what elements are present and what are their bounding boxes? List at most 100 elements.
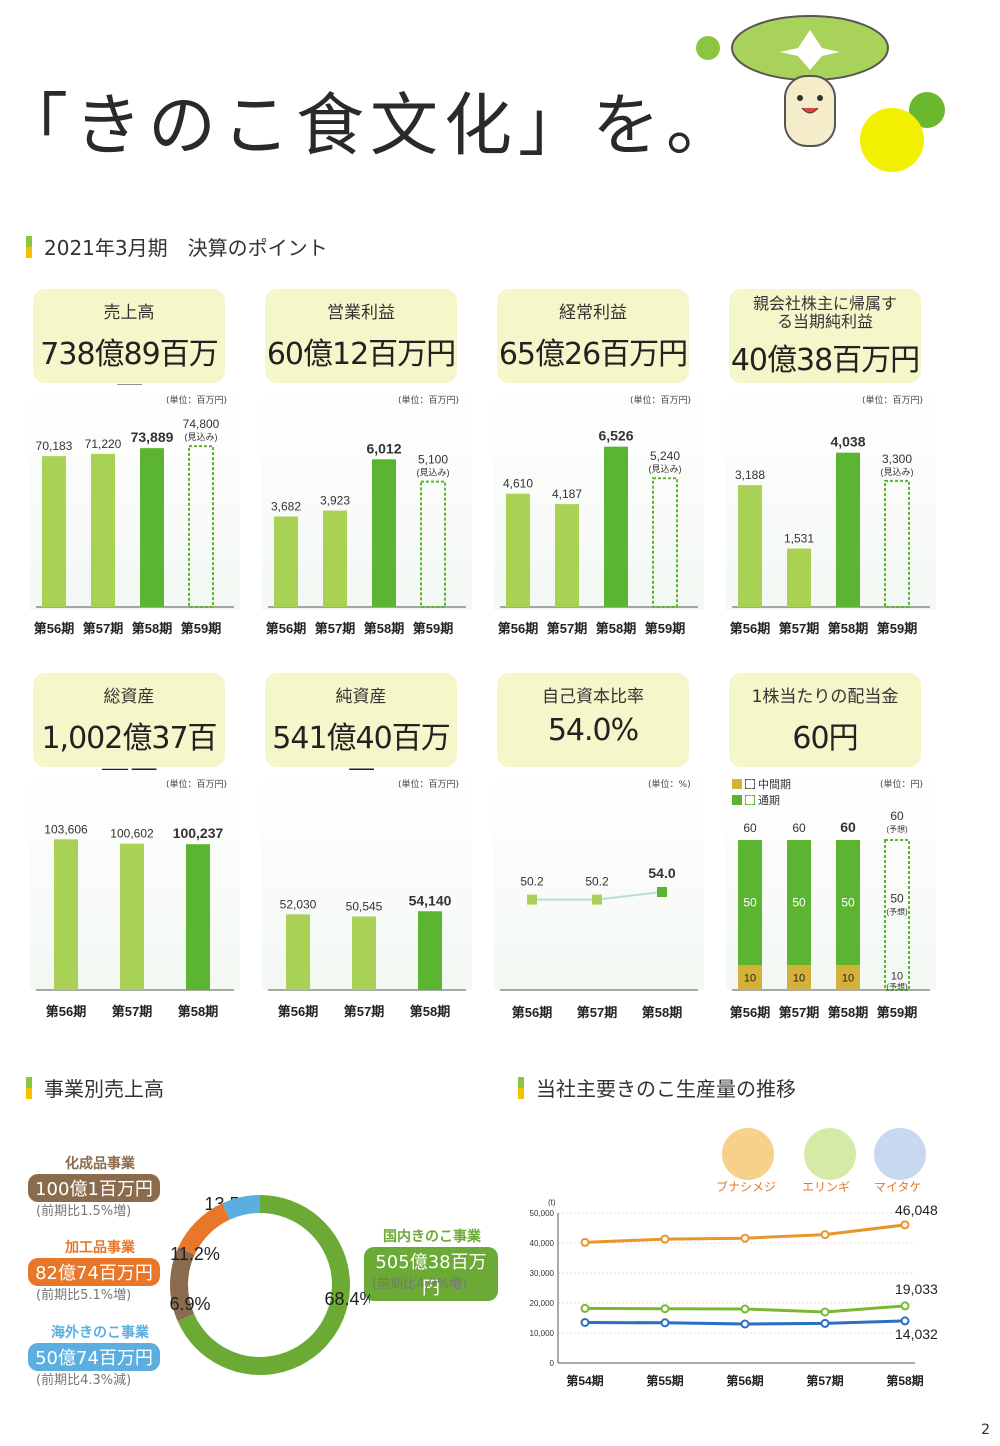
- data-label: 71,220: [85, 437, 122, 451]
- tick-label: 第57期: [547, 621, 587, 636]
- bar: [372, 459, 396, 607]
- chart-equity-ratio: 50.2 第56期 50.2 第57期 54.0 第58期: [500, 865, 698, 1020]
- slice-label: 6.9%: [169, 1294, 210, 1314]
- card-label: 売上高: [103, 303, 155, 323]
- end-label: 46,048: [895, 1202, 938, 1218]
- data-label: 103,606: [44, 822, 88, 836]
- slice: [222, 1195, 260, 1220]
- tick-label: 第57期: [112, 1004, 152, 1019]
- segment-amount: 100億1百万円: [28, 1174, 160, 1202]
- tick-label: 第59期: [877, 1005, 917, 1020]
- point: [660, 1318, 670, 1328]
- segment-label: 10: [842, 973, 854, 985]
- y-tick: 50,000: [530, 1209, 555, 1218]
- point: [900, 1220, 910, 1230]
- segment-label: 50: [890, 892, 904, 906]
- forecast-note: (見込み): [649, 464, 682, 474]
- slice-label: 68.4%: [324, 1289, 370, 1309]
- bar-segment: [738, 965, 762, 990]
- segment-label: 10: [744, 973, 756, 985]
- data-label: 74,800: [183, 417, 220, 431]
- data-label: 100,602: [110, 827, 154, 841]
- forecast-note: (予想): [886, 907, 908, 917]
- point: [592, 894, 602, 905]
- chart-total-assets: 103,606 第56期 100,602 第57期 100,237 第58期: [36, 822, 234, 1019]
- bar: [188, 445, 214, 609]
- point: [527, 894, 537, 905]
- tick-label: 第59期: [877, 621, 917, 636]
- slice-label: 11.2%: [170, 1244, 220, 1264]
- unit-label: (単位：%): [648, 780, 691, 790]
- bar: [836, 452, 860, 607]
- bar: [140, 448, 164, 607]
- legend-term: 通期: [732, 792, 780, 808]
- point: [820, 1230, 830, 1240]
- tick-label: 第58期: [642, 1005, 682, 1020]
- bar: [604, 446, 628, 607]
- card-value: 40億38百万円: [730, 343, 920, 378]
- tick-label: 第58期: [178, 1004, 218, 1019]
- unit-label: (単位：百万円): [398, 780, 460, 790]
- segment-name: 化成品事業: [65, 1156, 135, 1172]
- tick-label: 第56期: [512, 1005, 552, 1020]
- bar: [186, 844, 210, 990]
- chart-operating-profit: 3,682 第56期 3,923 第57期 6,012 第58期 5,100(見込み) 第59…: [266, 440, 466, 636]
- forecast-note: (予想): [886, 824, 908, 834]
- point: [740, 1319, 750, 1329]
- tick-label: 第56期: [34, 621, 74, 636]
- forecast-note: (予想): [886, 982, 908, 992]
- data-label: 6,526: [598, 428, 633, 444]
- card-label: 自己資本比率: [542, 687, 644, 707]
- segment-change: (前期比1.5%増): [36, 1204, 132, 1219]
- data-label: 5,100: [418, 453, 448, 467]
- unit-label: (単位：円): [880, 780, 924, 790]
- x-tick: 第58期: [886, 1373, 923, 1388]
- card-ordinary-profit: 経常利益 65億26百万円: [497, 289, 689, 383]
- point: [660, 1234, 670, 1244]
- chart-ordinary-profit: 4,610 第56期 4,187 第57期 6,526 第58期 5,240(見込み) 第59…: [498, 428, 698, 636]
- data-label: 3,300: [882, 452, 912, 466]
- tick-label: 第56期: [730, 621, 770, 636]
- data-label: 3,923: [320, 494, 350, 508]
- slice: [178, 1203, 230, 1255]
- segment-name: 海外きのこ事業: [51, 1325, 149, 1341]
- y-tick: 10,000: [530, 1329, 555, 1338]
- section-heading-text: 2021年3月期 決算のポイント: [44, 236, 328, 260]
- maitake-icon: [874, 1128, 926, 1180]
- tick-label: 第57期: [83, 621, 123, 636]
- tick-label: 第57期: [315, 621, 355, 636]
- mascot-illustration: [696, 15, 945, 172]
- eringi-icon: [804, 1128, 856, 1180]
- chart-net-income: 3,188 第56期 1,531 第57期 4,038 第58期 3,300(見込み) 第59…: [730, 434, 930, 636]
- bar: [652, 477, 678, 608]
- bar: [420, 480, 446, 608]
- data-label: 6,012: [366, 440, 401, 456]
- y-tick: 0: [550, 1359, 555, 1368]
- segment-name: 加工品事業: [65, 1240, 135, 1256]
- chart-segments-donut: 68.4%13.5%11.2%6.9%: [169, 1194, 370, 1375]
- data-label: 100,237: [173, 825, 224, 841]
- bunashimeji-icon: [722, 1128, 774, 1180]
- card-equity-ratio: 自己資本比率 54.0%: [497, 673, 689, 767]
- segment-label: 50: [792, 896, 806, 910]
- data-label: 4,610: [503, 477, 533, 491]
- segment-label: 50: [841, 896, 855, 910]
- data-label: 50.2: [585, 875, 609, 889]
- tick-label: 第57期: [779, 1005, 819, 1020]
- point: [580, 1303, 590, 1313]
- unit-label: (単位：百万円): [398, 396, 460, 406]
- data-label: 52,030: [280, 897, 317, 911]
- bar-segment: [836, 965, 860, 990]
- y-tick: 40,000: [530, 1239, 555, 1248]
- bar: [54, 839, 78, 990]
- card-value: 65億26百万円: [498, 337, 688, 372]
- tick-label: 第58期: [410, 1004, 450, 1019]
- card-value: 60円: [792, 721, 858, 756]
- unit-label: (単位：百万円): [166, 780, 228, 790]
- legend-swatch: [745, 795, 755, 805]
- data-label: 4,187: [552, 487, 582, 501]
- point: [657, 887, 667, 897]
- tick-label: 第58期: [132, 621, 172, 636]
- chart-panel: [494, 770, 704, 990]
- bar: [120, 843, 144, 990]
